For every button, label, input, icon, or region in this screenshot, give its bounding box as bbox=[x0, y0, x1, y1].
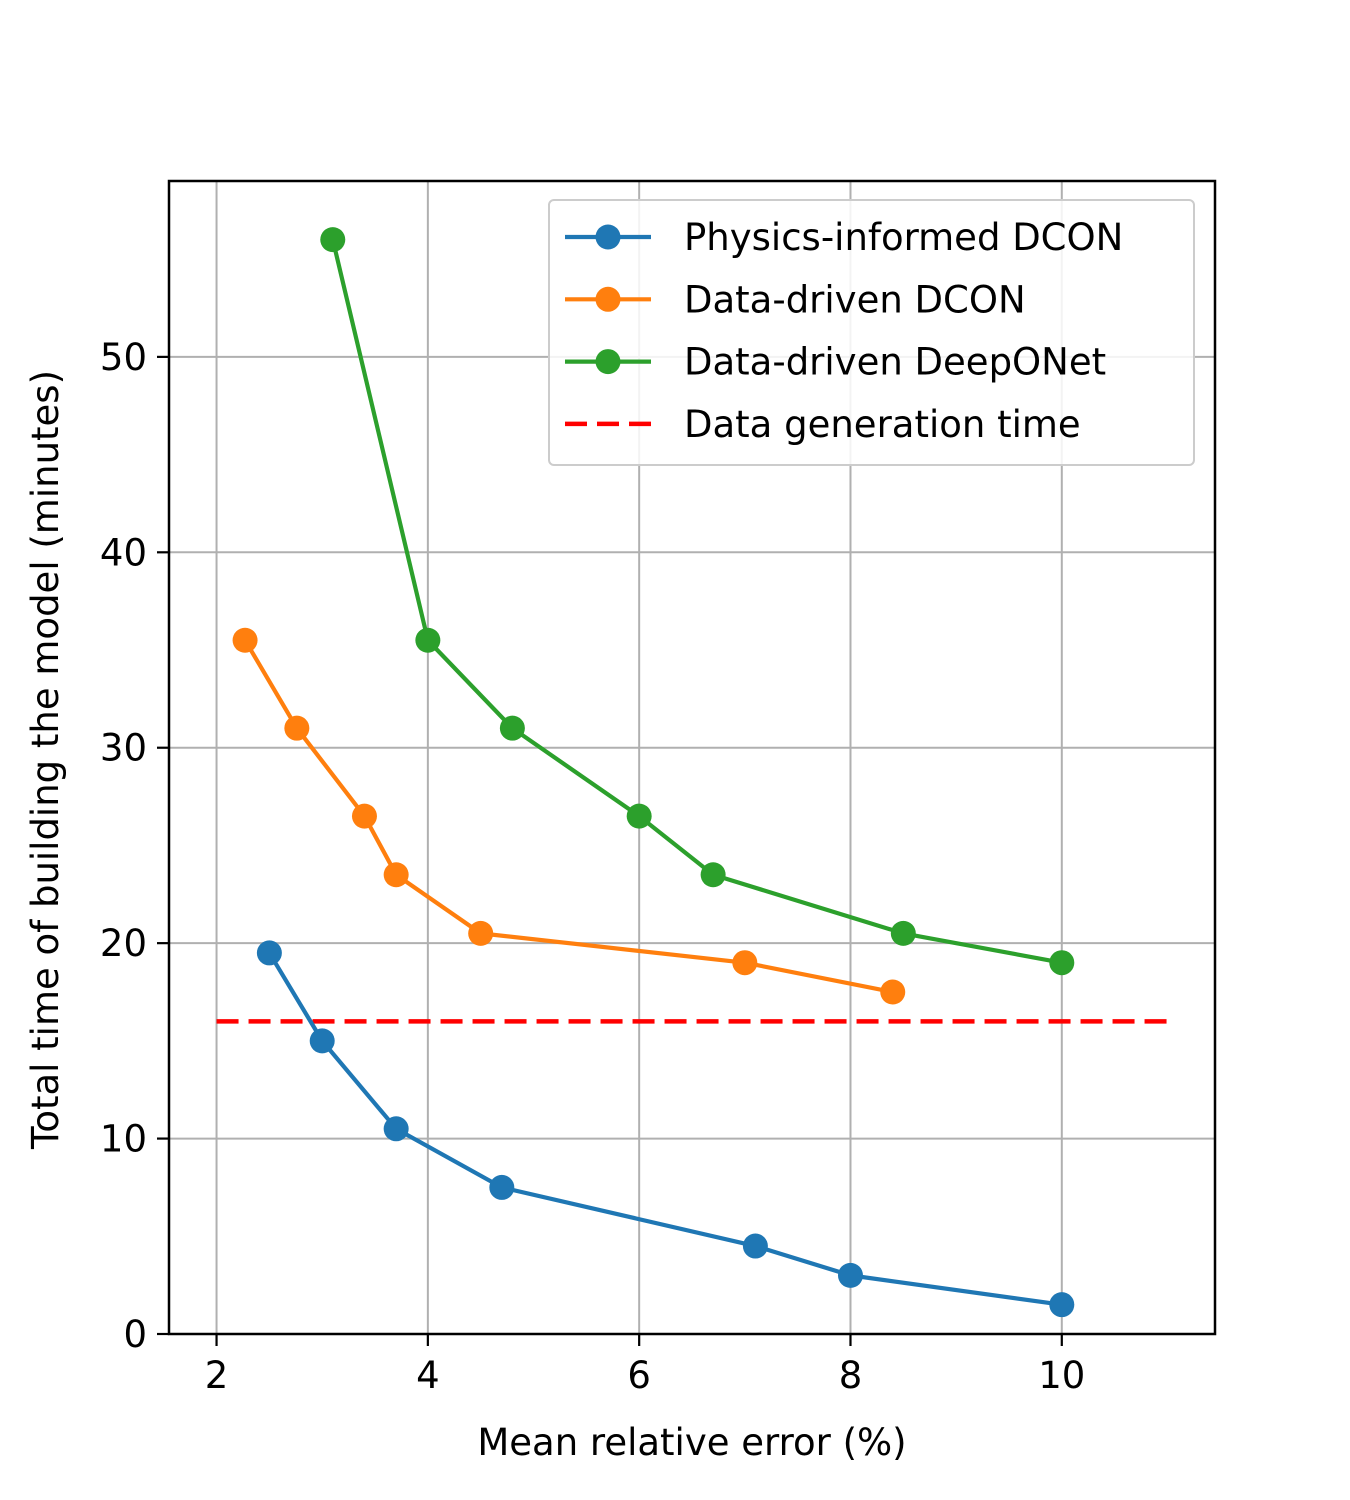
y-tick-label: 50 bbox=[100, 336, 147, 379]
plot-frame bbox=[167, 179, 1217, 1336]
legend-label-data-driven-deeponet: Data-driven DeepONet bbox=[684, 341, 1106, 384]
data-driven-dcon-point bbox=[732, 950, 758, 976]
x-tick-label: 8 bbox=[839, 1354, 863, 1397]
data-driven-deeponet-point bbox=[700, 862, 726, 888]
y-tick-label: 0 bbox=[123, 1313, 147, 1356]
data-driven-deeponet-point bbox=[890, 920, 916, 946]
data-driven-deeponet-point bbox=[499, 715, 525, 741]
data-driven-dcon-point bbox=[284, 715, 310, 741]
legend-box bbox=[548, 199, 1195, 466]
physics-informed-dcon-point bbox=[489, 1174, 515, 1200]
data-driven-deeponet-point bbox=[415, 627, 441, 653]
legend-label-physics-informed-dcon: Physics-informed DCON bbox=[684, 216, 1123, 259]
legend: Physics-informed DCON Data-driven DCON Dat… bbox=[548, 199, 1195, 466]
physics-informed-dcon-point bbox=[837, 1262, 863, 1288]
physics-informed-dcon-point bbox=[1049, 1292, 1075, 1318]
data-driven-deeponet-point bbox=[1049, 950, 1075, 976]
x-tick-label: 10 bbox=[1038, 1354, 1085, 1397]
data-driven-dcon-point bbox=[880, 979, 906, 1005]
legend-label-data-driven-dcon: Data-driven DCON bbox=[684, 278, 1026, 321]
physics-informed-dcon-point bbox=[256, 940, 282, 966]
axis-ticks: 2 4 6 8 10 0 10 20 30 40 50 bbox=[100, 336, 1085, 1397]
physics-informed-dcon-point bbox=[383, 1116, 409, 1142]
y-tick-label: 20 bbox=[100, 922, 147, 965]
physics-informed-dcon-point bbox=[742, 1233, 768, 1259]
y-tick-label: 40 bbox=[100, 531, 147, 574]
physics-informed-dcon-point bbox=[309, 1028, 335, 1054]
y-tick-label: 30 bbox=[100, 727, 147, 770]
legend-marker-physics-informed-dcon bbox=[595, 224, 621, 250]
legend-marker-data-driven-deeponet bbox=[595, 349, 621, 375]
y-tick-label: 10 bbox=[100, 1118, 147, 1161]
data-driven-dcon-point bbox=[351, 803, 377, 829]
x-tick-label: 2 bbox=[205, 1354, 229, 1397]
data-series bbox=[232, 227, 1075, 1318]
x-axis-label: Mean relative error (%) bbox=[477, 1421, 906, 1464]
data-driven-deeponet-point bbox=[626, 803, 652, 829]
y-axis-label: Total time of building the model (minute… bbox=[24, 370, 67, 1150]
data-driven-dcon-point bbox=[232, 627, 258, 653]
legend-label-data-generation-time: Data generation time bbox=[684, 403, 1081, 446]
legend-marker-data-driven-dcon bbox=[595, 286, 621, 312]
data-driven-deeponet-point bbox=[320, 227, 346, 253]
data-driven-dcon-point bbox=[383, 862, 409, 888]
data-driven-dcon-point bbox=[468, 920, 494, 946]
x-tick-label: 6 bbox=[627, 1354, 651, 1397]
x-tick-label: 4 bbox=[416, 1354, 440, 1397]
